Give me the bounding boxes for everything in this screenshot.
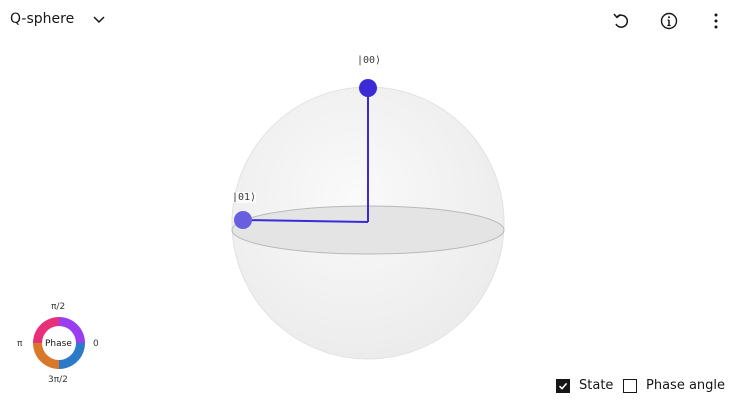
view-selector-dropdown[interactable]: Q-sphere (10, 11, 106, 27)
phase-legend: Phase π/2 π 0 3π/2 (8, 298, 108, 390)
chevron-down-icon (93, 16, 105, 24)
phase-color-wheel (33, 317, 85, 369)
checkmark-icon (558, 382, 568, 390)
phase-label-right: 0 (93, 339, 99, 349)
phase-angle-checkbox-label: Phase angle (646, 378, 726, 393)
state-checkbox[interactable]: State (556, 378, 613, 393)
phase-angle-checkbox[interactable]: Phase angle (623, 378, 725, 393)
state-node-01[interactable] (234, 211, 252, 229)
reset-icon (613, 13, 629, 28)
state-node-00[interactable] (359, 79, 377, 97)
phase-label-top: π/2 (51, 302, 66, 312)
overflow-menu-icon (714, 13, 718, 29)
reset-button[interactable] (609, 9, 633, 33)
state-vector-01 (242, 219, 369, 223)
state-label-00: |00⟩ (357, 55, 382, 66)
phase-label-bottom: 3π/2 (48, 375, 68, 385)
state-checkbox-box[interactable] (556, 378, 570, 393)
phase-angle-checkbox-box[interactable] (623, 378, 637, 393)
state-checkbox-label: State (579, 378, 614, 393)
overflow-menu-button[interactable] (704, 9, 728, 33)
info-button[interactable] (657, 9, 681, 33)
state-label-01: |01⟩ (232, 192, 257, 203)
phase-center-label: Phase (45, 339, 72, 349)
phase-label-left: π (17, 339, 23, 349)
view-selector-label: Q-sphere (10, 11, 75, 27)
info-icon (660, 12, 678, 30)
